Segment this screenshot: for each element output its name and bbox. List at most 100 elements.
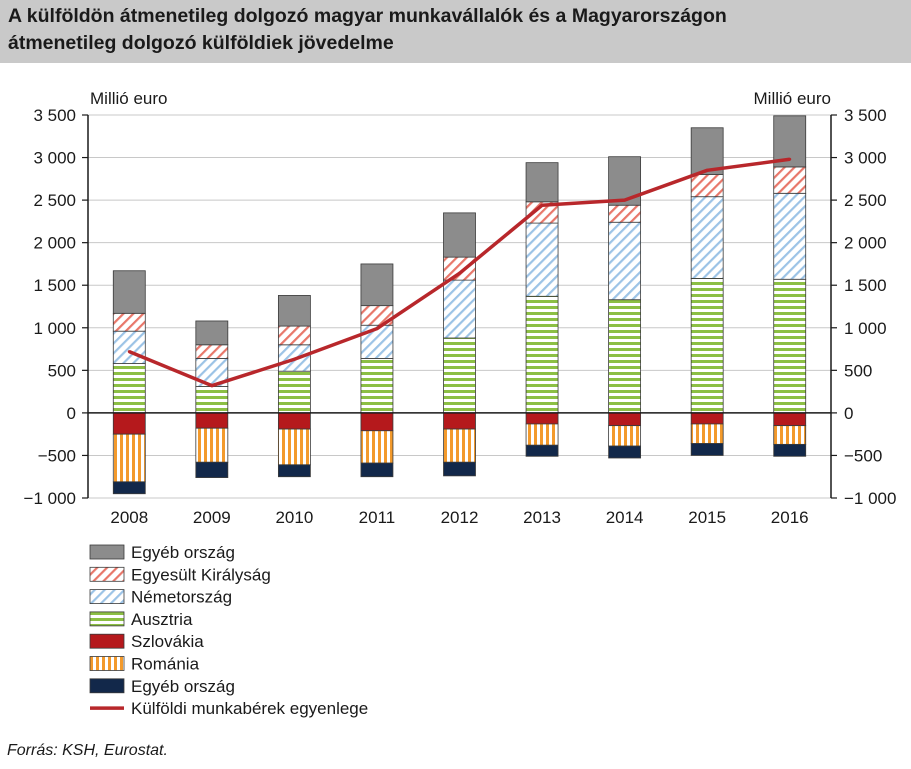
bar-segment-szlovakia-negative-2012 [443,412,476,430]
balance-point-2015 [705,168,709,172]
bar-segment-egyesult-kiralysag-positive-2009 [195,344,229,359]
balance-point-2009 [210,384,214,388]
x-tick-label-2010: 2010 [275,508,313,527]
y-axis-unit-left: Millió euro [90,89,167,108]
bar-segment-szlovakia-negative-2013 [525,412,559,425]
x-tick-label-2013: 2013 [523,508,561,527]
x-tick-label-2015: 2015 [688,508,726,527]
bar-segment-nemetorszag-positive-2015 [690,196,724,279]
bar-segment-egyeb-orszag-positive-2014 [608,156,642,206]
balance-point-2014 [623,198,627,202]
y-tick-label-left: −1 000 [24,489,76,508]
legend-item-nemetorszag-positive: Németország [89,588,232,607]
x-tick-label-2008: 2008 [110,508,148,527]
y-tick-label-left: 1 500 [33,276,76,295]
bar-stack-2011 [360,263,394,478]
bar-segment-ausztria-positive-2011 [360,358,394,414]
legend-label: Románia [131,655,200,674]
y-tick-label-right: 2 000 [844,234,887,253]
chart-title-bar: A külföldön átmenetileg dolgozó magyar m… [0,0,911,63]
bar-segment-szlovakia-negative-2015 [690,412,724,425]
bar-segment-egyesult-kiralysag-positive-2014 [608,204,642,223]
y-axis-unit-right: Millió euro [754,89,831,108]
legend-swatch [89,544,125,560]
bar-segment-ausztria-positive-2015 [690,278,724,414]
legend-label: Szlovákia [131,632,204,651]
y-tick-label-left: 2 500 [33,191,76,210]
x-tick-label-2009: 2009 [193,508,231,527]
bar-stack-2008 [112,270,146,495]
bar-segment-egyeb-orszag-negative-2008 [112,481,146,495]
legend-label: Egyesült Királyság [131,565,271,584]
axes: 3 500 3 500 3 000 3 000 2 500 2 500 2 000 2 000… [24,89,897,527]
source-note: Forrás: KSH, Eurostat. [7,742,168,759]
legend-label: Ausztria [131,610,193,629]
bar-stack-2010 [277,295,311,478]
bar-segment-nemetorszag-positive-2008 [112,330,146,364]
bar-segment-romania-negative-2016 [773,425,807,445]
bar-segment-romania-negative-2015 [690,423,724,444]
bar-segment-egyeb-orszag-negative-2010 [277,464,311,478]
stacked-bar-chart: 3 500 3 500 3 000 3 000 2 500 2 500 2 000 2 000… [24,89,897,718]
balance-point-2008 [127,350,131,354]
legend-item-egyeb-orszag-positive: Egyéb ország [89,543,235,562]
bar-segment-szlovakia-negative-2014 [608,412,642,427]
y-tick-label-left: −500 [38,446,76,465]
bar-segment-romania-negative-2009 [195,427,229,463]
legend-label: Egyéb ország [131,543,235,562]
legend-item-kulfoldi-munkaberek-egyenlege-line: Külföldi munkabérek egyenlege [90,699,368,718]
bar-segment-egyeb-orszag-negative-2015 [690,443,724,456]
legend: Egyéb ország Egyesült Királyság Németorszá… [89,543,368,718]
legend-label: Külföldi munkabérek egyenlege [131,699,368,718]
x-tick-label-2016: 2016 [771,508,809,527]
bar-stack-2014 [608,156,642,459]
bar-segment-szlovakia-negative-2008 [112,412,146,435]
legend-swatch [89,611,125,627]
bar-segment-egyeb-orszag-positive-2012 [443,212,476,258]
y-tick-label-right: 3 000 [844,149,887,168]
y-tick-label-right: 500 [844,361,872,380]
bar-segment-romania-negative-2014 [608,425,642,447]
balance-point-2010 [292,357,296,361]
bar-segment-ausztria-positive-2014 [608,299,642,414]
y-tick-label-right: 1 000 [844,319,887,338]
balance-point-2012 [458,271,461,275]
bar-segment-egyesult-kiralysag-positive-2010 [277,325,311,346]
bar-segment-romania-negative-2013 [525,423,559,446]
y-tick-label-right: 3 500 [844,106,887,125]
balance-point-2011 [375,327,379,331]
x-tick-label-2011: 2011 [359,508,396,527]
bar-segment-nemetorszag-positive-2014 [608,221,642,301]
bar-segment-ausztria-positive-2016 [773,278,807,414]
chart-title-line-2: átmenetileg dolgozó külföldiek jövedelme [8,32,394,54]
bar-segment-szlovakia-negative-2010 [277,412,311,430]
bar-segment-nemetorszag-positive-2013 [525,222,559,297]
legend-swatch [89,656,125,671]
legend-item-romania-negative: Románia [89,655,200,674]
bar-segment-egyesult-kiralysag-positive-2008 [112,312,146,332]
y-tick-label-right: 1 500 [844,276,887,295]
balance-point-2016 [788,157,792,161]
y-tick-label-left: 0 [67,404,76,423]
x-tick-label-2014: 2014 [606,508,644,527]
bar-segment-romania-negative-2012 [443,428,476,463]
bar-segment-egyesult-kiralysag-positive-2012 [443,256,476,281]
bar-segment-egyeb-orszag-negative-2014 [608,445,642,459]
balance-line [127,157,792,388]
bar-segment-romania-negative-2011 [360,430,394,464]
balance-point-2013 [540,203,544,207]
bar-segment-romania-negative-2008 [112,433,146,483]
y-tick-label-left: 2 000 [33,234,76,253]
bar-segment-ausztria-positive-2009 [195,386,229,414]
bar-segment-egyeb-orszag-negative-2012 [443,461,476,477]
y-tick-label-left: 3 500 [33,106,76,125]
legend-swatch [89,633,125,649]
bar-segment-egyeb-orszag-negative-2011 [360,462,394,478]
chart-title-line-1: A külföldön átmenetileg dolgozó magyar m… [8,5,727,27]
bar-segment-egyeb-orszag-negative-2016 [773,443,807,457]
bar-segment-egyeb-orszag-negative-2009 [195,461,229,478]
bar-segment-egyeb-orszag-positive-2009 [195,320,229,346]
bar-segment-egyesult-kiralysag-positive-2015 [690,174,724,198]
legend-swatch [89,566,125,582]
y-tick-label-left: 500 [48,361,76,380]
